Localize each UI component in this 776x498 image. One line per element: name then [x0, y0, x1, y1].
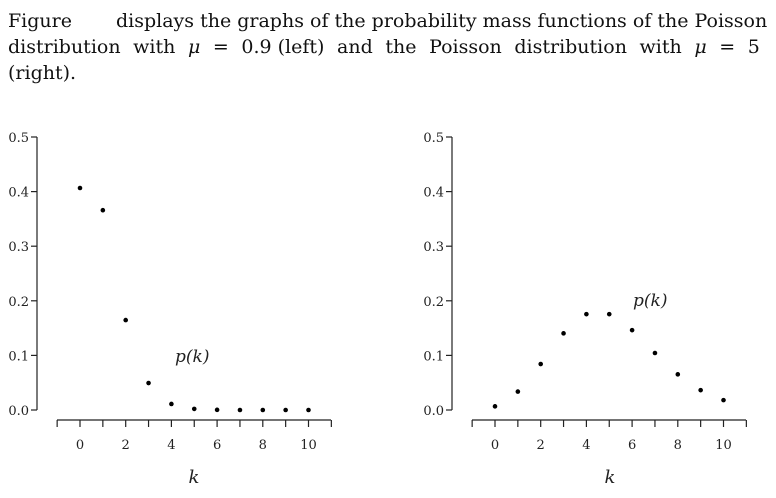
y-tick-label: 0.0	[423, 404, 444, 419]
data-point	[515, 389, 521, 394]
caption-line-3: (right).	[8, 62, 77, 84]
x-tick-label: 6	[213, 438, 221, 453]
data-point	[584, 311, 589, 317]
y-tick-label: 0.3	[423, 240, 444, 255]
y-tick-label: 0.0	[8, 404, 29, 419]
mu-symbol: μ	[187, 36, 201, 58]
data-point	[77, 185, 83, 191]
caption-line-1: Figure displays the graphs of the probab…	[8, 8, 767, 34]
caption-text-1: displays the graphs of the probability m…	[116, 10, 768, 32]
caption-word: with	[133, 36, 176, 58]
caption-word: 5	[747, 36, 760, 58]
data-point	[260, 407, 266, 413]
caption-paragraph: Figure displays the graphs of the probab…	[8, 8, 767, 86]
x-tick-label: 0	[76, 438, 84, 453]
y-tick-label: 0.5	[423, 131, 444, 146]
data-point	[652, 350, 658, 356]
pk-annotation: p(k)	[175, 347, 209, 367]
x-tick-label: 6	[628, 438, 636, 453]
y-tick-label: 0.1	[8, 349, 29, 364]
data-point	[629, 327, 635, 333]
y-tick-label: 0.2	[423, 295, 444, 310]
x-tick-label: 8	[674, 438, 682, 453]
caption-word: 0.9 (left)	[241, 36, 325, 58]
y-tick-label: 0.1	[423, 349, 444, 364]
x-tick-label: 0	[491, 438, 499, 453]
caption-word: the	[385, 36, 417, 58]
data-point	[237, 407, 243, 413]
poisson-chart-left: 0.0 0.1 0.2 0.3 0.4 0.5 0 2 4 6 8 10 p(k) k	[8, 131, 332, 488]
data-point	[306, 407, 311, 413]
x-tick-label: 10	[715, 438, 732, 453]
mu-symbol: μ	[694, 36, 707, 58]
caption-word: distribution	[514, 36, 627, 58]
x-axis-label: k	[189, 467, 200, 488]
y-tick-label: 0.4	[8, 186, 29, 201]
equals-sign: =	[212, 36, 229, 58]
x-tick-label: 4	[167, 438, 175, 453]
data-point	[191, 406, 197, 412]
caption-line-2: distribution with μ = 0.9 (left) and the…	[8, 34, 760, 60]
y-tick-label: 0.2	[8, 295, 29, 310]
caption-word: and	[337, 36, 373, 58]
y-tick-label: 0.4	[423, 186, 444, 201]
data-point	[538, 361, 543, 367]
data-point	[169, 401, 174, 407]
x-tick-label: 2	[537, 438, 545, 453]
data-point	[675, 372, 681, 377]
x-axis-label: k	[605, 467, 616, 488]
data-point	[606, 311, 612, 317]
data-point	[561, 331, 566, 336]
data-point	[146, 380, 151, 386]
x-tick-label: 2	[122, 438, 130, 453]
data-point	[492, 404, 498, 409]
data-point	[123, 317, 128, 323]
data-point	[721, 397, 726, 403]
x-tick-label: 10	[300, 438, 317, 453]
caption-word: Poisson	[429, 36, 502, 58]
data-point	[214, 407, 220, 413]
y-tick-label: 0.3	[8, 240, 29, 255]
data-point	[100, 207, 106, 213]
x-tick-label: 4	[582, 438, 590, 453]
pk-annotation: p(k)	[633, 291, 667, 311]
data-point	[698, 387, 703, 393]
data-point	[283, 407, 288, 413]
y-tick-label: 0.5	[8, 131, 29, 146]
x-tick-label: 8	[259, 438, 267, 453]
equals-sign: =	[719, 36, 736, 58]
caption-word: with	[639, 36, 682, 58]
caption-word: distribution	[8, 36, 121, 58]
caption-figure-word: Figure	[8, 10, 72, 32]
